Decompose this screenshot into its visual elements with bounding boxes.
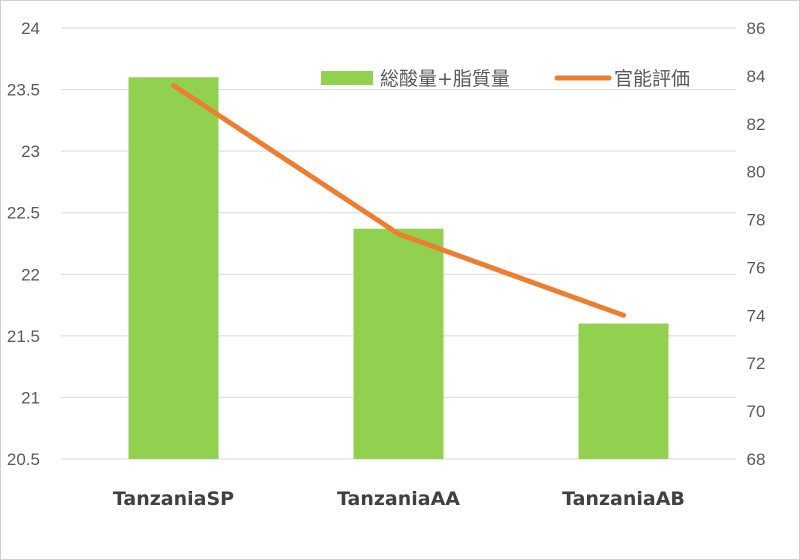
left-tick-label: 23.5 xyxy=(7,81,40,100)
legend-line-label: 官能評価 xyxy=(614,68,690,90)
legend-bar-swatch xyxy=(321,71,373,85)
right-tick-label: 72 xyxy=(747,354,766,373)
left-tick-label: 23 xyxy=(21,142,40,161)
right-tick-label: 70 xyxy=(747,402,766,421)
right-tick-label: 86 xyxy=(747,19,766,38)
right-tick-label: 68 xyxy=(747,450,766,469)
right-tick-label: 76 xyxy=(747,258,766,277)
category-label: TanzaniaAA xyxy=(337,488,460,510)
right-tick-label: 82 xyxy=(747,115,766,134)
left-tick-label: 21 xyxy=(21,388,40,407)
legend-bar-label: 総酸量+脂質量 xyxy=(380,68,510,90)
left-axis-ticks: 20.5 21 21.5 22 22.5 23 23.5 24 xyxy=(7,19,40,469)
category-labels: TanzaniaSP TanzaniaAA TanzaniaAB xyxy=(113,488,685,510)
right-axis-ticks: 68 70 72 74 76 78 80 82 84 86 xyxy=(747,19,766,469)
left-tick-label: 24 xyxy=(21,19,40,38)
bar xyxy=(128,77,219,459)
bar xyxy=(578,323,669,459)
line-series xyxy=(171,82,626,318)
category-label: TanzaniaSP xyxy=(113,488,234,510)
left-tick-label: 21.5 xyxy=(7,327,40,346)
right-tick-label: 74 xyxy=(747,306,766,325)
line-path xyxy=(171,82,626,318)
right-tick-label: 80 xyxy=(747,163,766,182)
right-tick-label: 78 xyxy=(747,211,766,230)
left-tick-label: 22 xyxy=(21,265,40,284)
category-label: TanzaniaAB xyxy=(562,488,685,510)
legend: 総酸量+脂質量 官能評価 xyxy=(321,68,690,90)
left-tick-label: 22.5 xyxy=(7,204,40,223)
bar-series xyxy=(128,77,669,459)
left-tick-label: 20.5 xyxy=(7,450,40,469)
bar xyxy=(353,228,444,459)
right-tick-label: 84 xyxy=(747,67,766,86)
